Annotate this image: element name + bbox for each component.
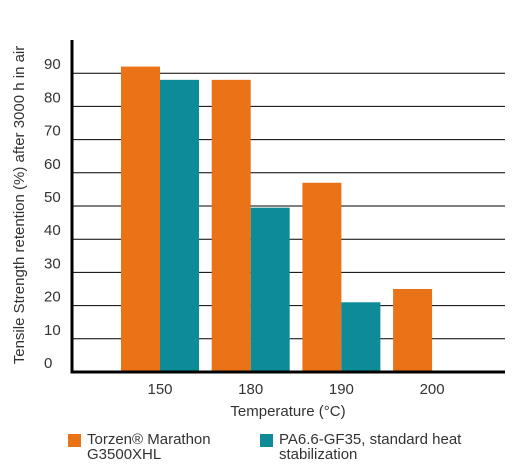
y-tick-label: 20 bbox=[44, 289, 61, 306]
y-tick-label: 70 bbox=[44, 123, 61, 140]
x-tick-label: 190 bbox=[329, 381, 354, 398]
y-tick-label: 10 bbox=[44, 322, 61, 339]
legend-item: PA6.6-GF35, standard heat stabilization bbox=[260, 432, 510, 462]
bar bbox=[393, 289, 433, 372]
legend-swatch bbox=[68, 434, 81, 447]
bar bbox=[211, 79, 251, 372]
y-tick-label: 30 bbox=[44, 255, 61, 272]
x-tick-label: 150 bbox=[147, 381, 172, 398]
legend-swatch bbox=[260, 434, 273, 447]
x-tick-label: 180 bbox=[238, 381, 263, 398]
bar bbox=[341, 302, 381, 372]
y-tick-label: 80 bbox=[44, 89, 61, 106]
y-tick-label: 90 bbox=[44, 56, 61, 73]
legend-label: Torzen® Marathon G3500XHL bbox=[87, 431, 211, 463]
x-axis-label: Temperature (°C) bbox=[230, 403, 345, 420]
legend-label: PA6.6-GF35, standard heat stabilization bbox=[279, 431, 462, 463]
bar bbox=[302, 182, 342, 372]
x-tick-label: 200 bbox=[420, 381, 445, 398]
y-tick-label: 40 bbox=[44, 222, 61, 239]
bar bbox=[160, 79, 199, 372]
y-tick-label: 60 bbox=[44, 156, 61, 173]
bar bbox=[250, 207, 290, 372]
y-tick-label: 0 bbox=[44, 355, 52, 372]
bar bbox=[121, 66, 160, 372]
y-tick-label: 50 bbox=[44, 189, 61, 206]
y-axis-label: Tensile Strength retention (%) after 300… bbox=[11, 46, 28, 365]
legend-item: Torzen® Marathon G3500XHL bbox=[68, 432, 248, 462]
